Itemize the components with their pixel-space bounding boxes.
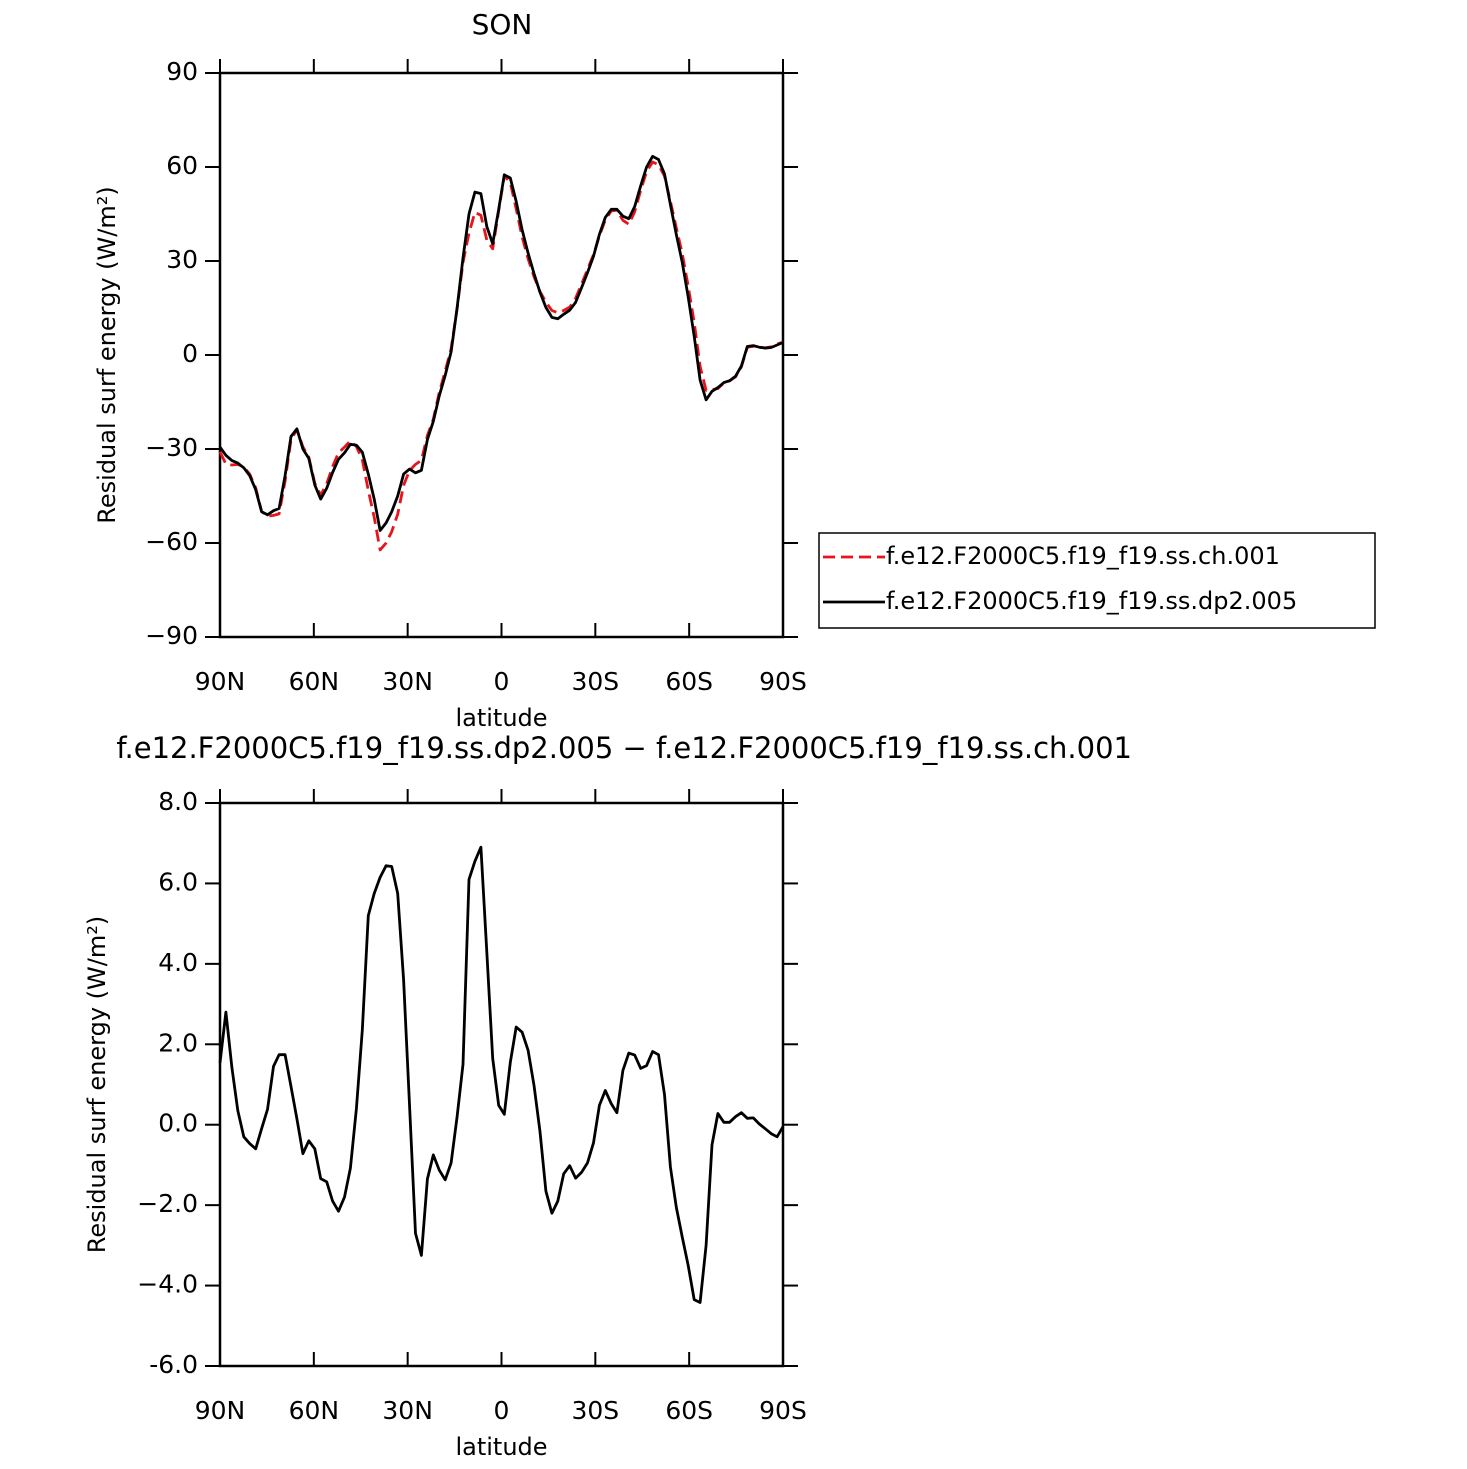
x-axis-label: latitude bbox=[455, 1433, 547, 1461]
x-tick-label: 90S bbox=[759, 667, 807, 696]
y-tick-label: 60 bbox=[166, 151, 198, 180]
chart-title: SON bbox=[472, 8, 533, 41]
x-tick-label: 30N bbox=[382, 667, 433, 696]
y-tick-label: 30 bbox=[166, 245, 198, 274]
y-tick-label: −30 bbox=[145, 433, 198, 462]
y-tick-label: −2.0 bbox=[137, 1189, 198, 1218]
y-tick-label: 0 bbox=[182, 339, 198, 368]
x-tick-label: 30N bbox=[382, 1396, 433, 1425]
y-tick-label: 8.0 bbox=[158, 787, 198, 816]
y-tick-label: 0.0 bbox=[158, 1109, 198, 1138]
legend-label: f.e12.F2000C5.f19_f19.ss.ch.001 bbox=[886, 542, 1280, 570]
legend: f.e12.F2000C5.f19_f19.ss.ch.001 f.e12.F20… bbox=[818, 532, 1376, 629]
y-tick-label: 6.0 bbox=[158, 867, 198, 896]
legend-label: f.e12.F2000C5.f19_f19.ss.dp2.005 bbox=[886, 587, 1297, 615]
y-tick-label: −90 bbox=[145, 621, 198, 650]
x-tick-label: 60N bbox=[289, 667, 340, 696]
data-line bbox=[218, 154, 784, 532]
y-tick-label: 2.0 bbox=[158, 1028, 198, 1057]
y-tick-label: −4.0 bbox=[137, 1270, 198, 1299]
data-line bbox=[218, 845, 785, 1304]
data-line bbox=[218, 160, 784, 552]
y-tick-label: −60 bbox=[145, 527, 198, 556]
plot-frame bbox=[218, 71, 785, 639]
y-axis-label: Residual surf energy (W/m²) bbox=[83, 916, 111, 1253]
x-tick-label: 0 bbox=[494, 1396, 510, 1425]
x-axis-label: latitude bbox=[455, 704, 547, 732]
x-tick-label: 90S bbox=[759, 1396, 807, 1425]
chart-title: f.e12.F2000C5.f19_f19.ss.dp2.005 − f.e12… bbox=[116, 731, 1132, 765]
x-tick-label: 60S bbox=[665, 1396, 713, 1425]
x-tick-label: 30S bbox=[571, 667, 619, 696]
x-tick-label: 0 bbox=[494, 667, 510, 696]
legend-box bbox=[818, 532, 1376, 629]
plot-frame bbox=[218, 801, 785, 1368]
x-tick-label: 90N bbox=[195, 667, 246, 696]
x-tick-label: 30S bbox=[571, 1396, 619, 1425]
x-tick-label: 90N bbox=[195, 1396, 246, 1425]
y-tick-label: -6.0 bbox=[149, 1350, 198, 1379]
y-axis-label: Residual surf energy (W/m²) bbox=[93, 186, 121, 523]
x-tick-label: 60N bbox=[289, 1396, 340, 1425]
x-tick-label: 60S bbox=[665, 667, 713, 696]
y-tick-label: 4.0 bbox=[158, 948, 198, 977]
y-tick-label: 90 bbox=[166, 57, 198, 86]
